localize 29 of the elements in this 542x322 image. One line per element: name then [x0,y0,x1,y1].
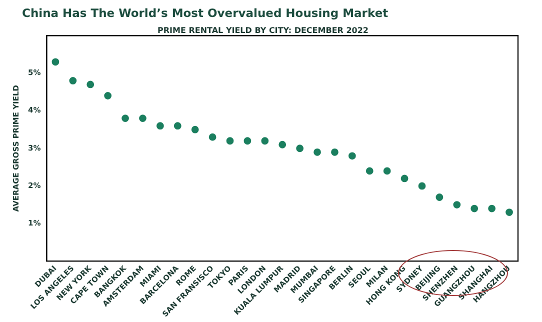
point [506,208,513,216]
point [314,148,321,156]
point [208,133,216,141]
point [400,174,408,182]
point [174,122,182,130]
point [453,201,461,208]
point [244,137,252,145]
point [69,77,77,84]
point [488,204,496,212]
point [348,152,356,160]
point [226,137,234,145]
point [470,204,478,212]
point [52,58,60,66]
chart-subtitle: PRIME RENTAL YIELD BY CITY: DECEMBER 2022 [158,26,368,35]
point [296,144,304,152]
point [331,148,338,156]
point [436,194,444,201]
point [156,122,164,130]
point [366,167,374,175]
point [261,137,269,145]
point [383,167,391,175]
point [139,114,146,122]
point [191,126,199,134]
point [122,114,129,122]
point [418,182,426,190]
point [104,92,112,100]
point [86,80,94,88]
point [278,140,286,148]
chart-title: China Has The World’s Most Overvalued Housing Market [22,6,388,20]
